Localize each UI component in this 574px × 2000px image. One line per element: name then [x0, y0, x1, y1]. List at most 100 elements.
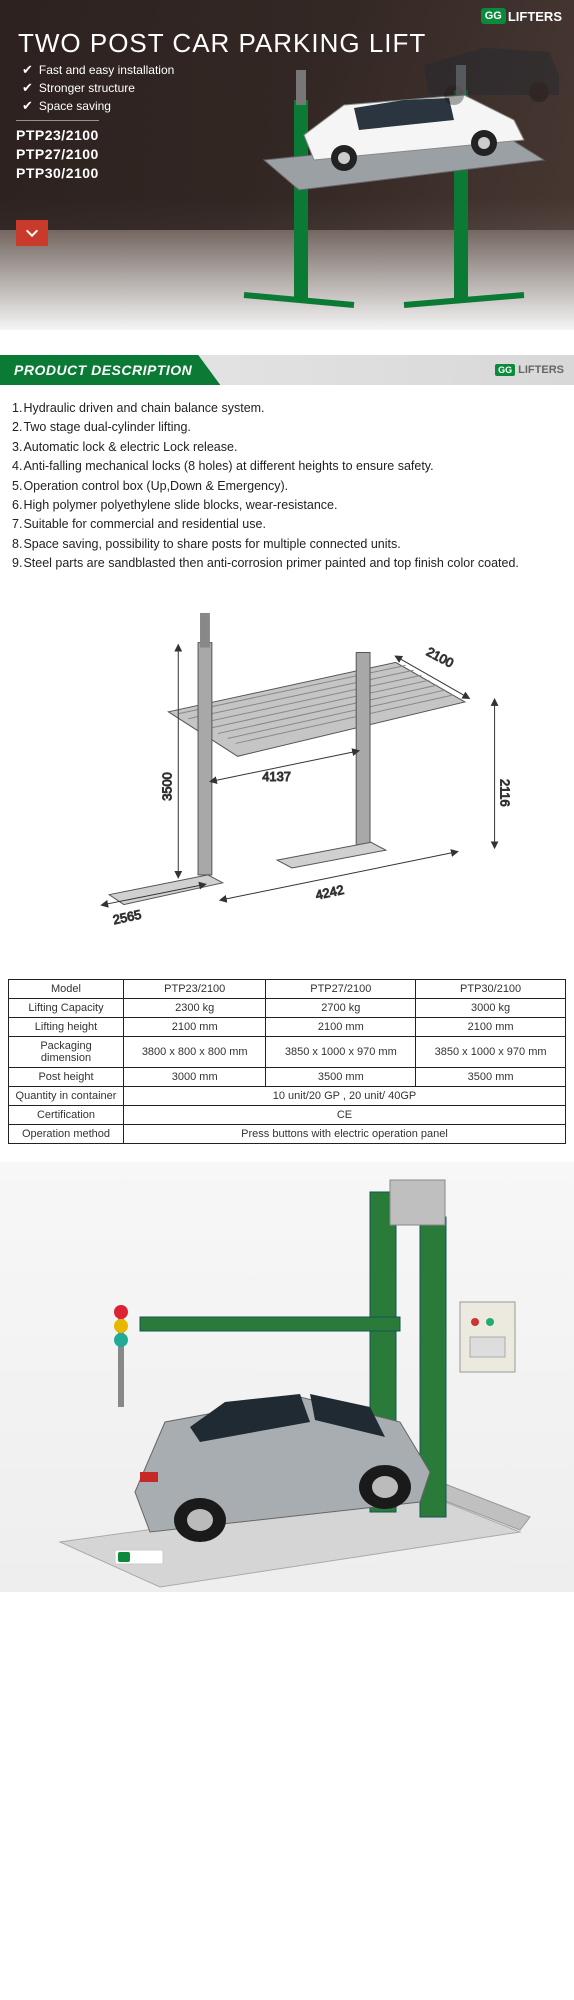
hero-lift-illustration [204, 40, 564, 320]
list-item: 3.Automatic lock & electric Lock release… [12, 438, 564, 457]
column-header: PTP30/2100 [416, 980, 566, 999]
spec-table: Model PTP23/2100 PTP27/2100 PTP30/2100 L… [8, 979, 566, 1144]
hero-model: PTP30/2100 [16, 165, 99, 181]
list-item: 8.Space saving, possibility to share pos… [12, 535, 564, 554]
bg-car-icon [424, 48, 559, 105]
list-number: 1. [12, 399, 22, 418]
logo-text: LIFTERS [508, 9, 562, 24]
list-number: 8. [12, 535, 22, 554]
dim-label: 2116 [498, 779, 513, 807]
list-number: 4. [12, 457, 22, 476]
table-cell: 3000 mm [124, 1068, 266, 1087]
floor-logo [115, 1550, 163, 1564]
list-item: 2.Two stage dual-cylinder lifting. [12, 418, 564, 437]
check-icon: ✔ [22, 80, 33, 96]
logo-badge: GG [495, 364, 515, 376]
table-cell: 3850 x 1000 x 970 mm [266, 1037, 416, 1068]
row-label: Quantity in container [9, 1087, 124, 1106]
row-label: Post height [9, 1068, 124, 1087]
table-row: Quantity in container 10 unit/20 GP , 20… [9, 1087, 566, 1106]
hero-model: PTP27/2100 [16, 146, 99, 162]
table-cell: 2100 mm [266, 1018, 416, 1037]
table-cell: Press buttons with electric operation pa… [124, 1125, 566, 1144]
table-cell: 3500 mm [266, 1068, 416, 1087]
column-header: PTP23/2100 [124, 980, 266, 999]
check-icon: ✔ [22, 98, 33, 114]
product-render [0, 1162, 574, 1592]
hero-feature: ✔ Space saving [22, 98, 174, 114]
logo-badge: GG [481, 8, 506, 24]
scroll-down-button[interactable] [16, 220, 48, 246]
hero-section: GG LIFTERS TWO POST CAR PARKING LIFT ✔ F… [0, 0, 574, 330]
cylinder-icon [200, 613, 210, 648]
list-text: Operation control box (Up,Down & Emergen… [23, 477, 288, 496]
list-item: 6.High polymer polyethylene slide blocks… [12, 496, 564, 515]
base-rail [277, 843, 386, 869]
table-cell: CE [124, 1106, 566, 1125]
signal-red-icon [114, 1305, 128, 1319]
table-cell: 10 unit/20 GP , 20 unit/ 40GP [124, 1087, 566, 1106]
section-banner: PRODUCT DESCRIPTION GG LIFTERS [0, 355, 574, 385]
post-left [198, 643, 212, 875]
hero-feature-list: ✔ Fast and easy installation ✔ Stronger … [22, 62, 174, 116]
list-number: 9. [12, 554, 22, 573]
table-row: Post height 3000 mm 3500 mm 3500 mm [9, 1068, 566, 1087]
row-label: Certification [9, 1106, 124, 1125]
table-row: Lifting Capacity 2300 kg 2700 kg 3000 kg [9, 999, 566, 1018]
list-text: Space saving, possibility to share posts… [23, 535, 400, 554]
table-cell: 3500 mm [416, 1068, 566, 1087]
dim-label: 3500 [159, 773, 174, 802]
logo-text: LIFTERS [518, 364, 564, 376]
list-item: 9.Steel parts are sandblasted then anti-… [12, 554, 564, 573]
list-text: Two stage dual-cylinder lifting. [23, 418, 190, 437]
list-number: 2. [12, 418, 22, 437]
list-number: 5. [12, 477, 22, 496]
hero-model-list: PTP23/2100 PTP27/2100 PTP30/2100 [16, 120, 99, 184]
hero-feature: ✔ Stronger structure [22, 80, 174, 96]
hero-model: PTP23/2100 [16, 127, 99, 143]
table-cell: 3000 kg [416, 999, 566, 1018]
list-text: Suitable for commercial and residential … [23, 515, 265, 534]
row-label: Packaging dimension [9, 1037, 124, 1068]
banner-logo: GG LIFTERS [495, 364, 564, 376]
signal-green-icon [114, 1333, 128, 1347]
signal-yellow-icon [114, 1319, 128, 1333]
hero-feature-text: Fast and easy installation [39, 63, 174, 77]
list-text: Automatic lock & electric Lock release. [23, 438, 237, 457]
crossbeam [140, 1317, 400, 1331]
check-icon: ✔ [22, 62, 33, 78]
list-text: Hydraulic driven and chain balance syste… [23, 399, 264, 418]
table-cell: 2100 mm [416, 1018, 566, 1037]
list-item: 4.Anti-falling mechanical locks (8 holes… [12, 457, 564, 476]
hero-feature-text: Space saving [39, 99, 111, 113]
table-row: Certification CE [9, 1106, 566, 1125]
hero-feature-text: Stronger structure [39, 81, 135, 95]
dim-label: 2100 [424, 644, 456, 671]
list-number: 3. [12, 438, 22, 457]
table-row: Lifting height 2100 mm 2100 mm 2100 mm [9, 1018, 566, 1037]
dimension-diagram: 2100 2116 4137 3500 2565 4242 [0, 591, 574, 971]
table-row: Operation method Press buttons with elec… [9, 1125, 566, 1144]
table-row: Model PTP23/2100 PTP27/2100 PTP30/2100 [9, 980, 566, 999]
dim-label: 2565 [112, 907, 143, 928]
list-item: 7.Suitable for commercial and residentia… [12, 515, 564, 534]
list-text: High polymer polyethylene slide blocks, … [23, 496, 337, 515]
table-cell: 2700 kg [266, 999, 416, 1018]
column-header: Model [9, 980, 124, 999]
row-label: Operation method [9, 1125, 124, 1144]
table-cell: 2300 kg [124, 999, 266, 1018]
table-cell: 2100 mm [124, 1018, 266, 1037]
list-text: Anti-falling mechanical locks (8 holes) … [23, 457, 433, 476]
description-list: 1.Hydraulic driven and chain balance sys… [0, 385, 574, 591]
chevron-down-icon [24, 225, 40, 241]
list-number: 7. [12, 515, 22, 534]
list-item: 1.Hydraulic driven and chain balance sys… [12, 399, 564, 418]
list-text: Steel parts are sandblasted then anti-co… [23, 554, 518, 573]
section-title: PRODUCT DESCRIPTION [0, 355, 220, 385]
table-cell: 3800 x 800 x 800 mm [124, 1037, 266, 1068]
motor-box [390, 1180, 445, 1225]
row-label: Lifting Capacity [9, 999, 124, 1018]
table-row: Packaging dimension 3800 x 800 x 800 mm … [9, 1037, 566, 1068]
brand-logo: GG LIFTERS [481, 8, 562, 24]
list-item: 5.Operation control box (Up,Down & Emerg… [12, 477, 564, 496]
